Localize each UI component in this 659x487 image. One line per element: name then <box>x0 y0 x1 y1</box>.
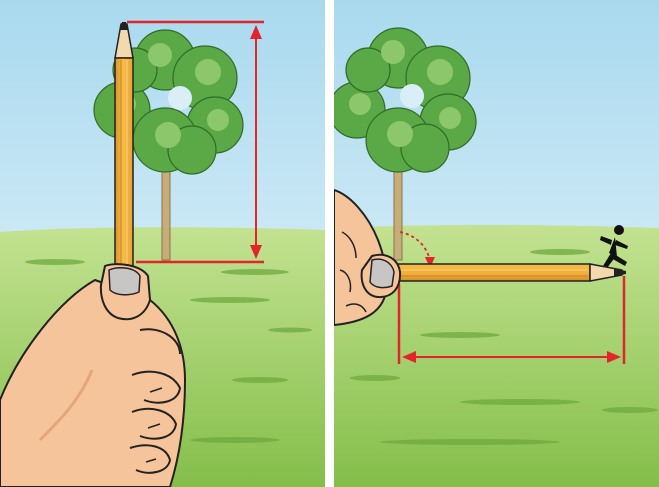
distance-measure-marker <box>397 276 626 364</box>
tree-icon <box>334 27 477 261</box>
pencil-icon <box>114 22 134 269</box>
hand-icon <box>334 189 402 326</box>
grass-tufts <box>350 249 658 445</box>
running-person-icon <box>600 225 628 268</box>
pencil-icon <box>397 263 626 282</box>
height-measure-marker <box>127 20 264 264</box>
panel-divider <box>325 0 334 487</box>
double-arrow-icon <box>402 351 621 363</box>
tree-icon <box>93 29 244 261</box>
hand-icon <box>0 263 186 487</box>
rotate-pencil-panel <box>334 0 659 487</box>
measure-tree-height-panel <box>0 0 325 487</box>
double-arrow-icon <box>250 25 262 259</box>
grass-tufts <box>25 259 312 443</box>
curved-rotate-arrow-icon <box>399 231 435 268</box>
